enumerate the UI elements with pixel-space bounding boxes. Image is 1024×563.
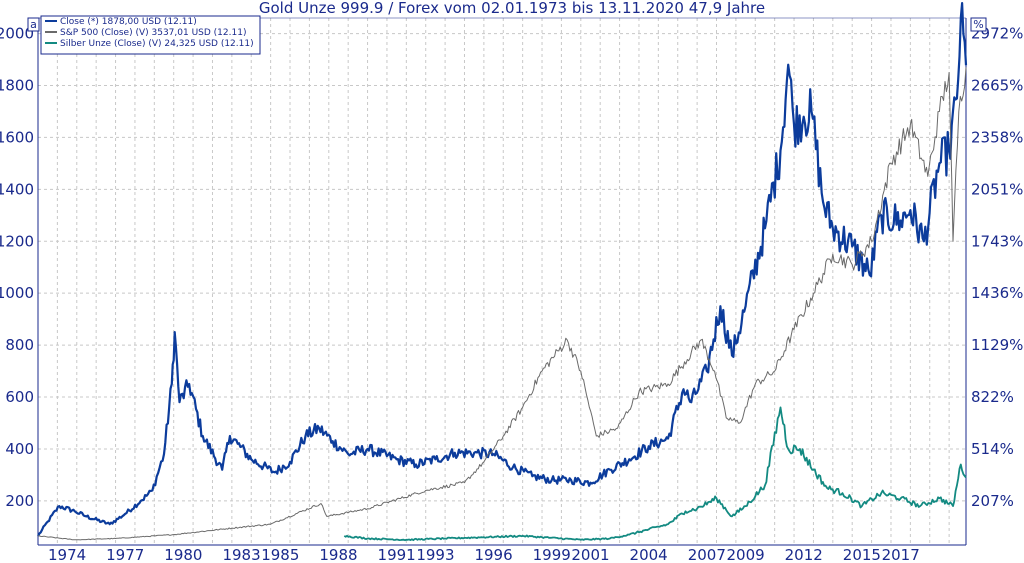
plot-area: [38, 18, 966, 545]
y-tick-label-right: 2051%: [971, 180, 1023, 198]
y-tick-label-left: 1200: [0, 232, 34, 250]
y-tick-label-left: 600: [5, 388, 34, 406]
x-tick-label: 1974: [48, 546, 86, 563]
x-tick-label: 1993: [416, 546, 454, 563]
y-tick-label-right: 822%: [971, 388, 1014, 406]
legend: Close (*) 1878,00 USD (12.11)S&P 500 (Cl…: [40, 15, 261, 55]
grid-lines: [38, 18, 966, 545]
series-line-1: [38, 67, 967, 541]
legend-box: [40, 15, 261, 55]
y-tick-label-right: 2665%: [971, 76, 1023, 94]
x-tick-label: 1983: [222, 546, 260, 563]
x-tick-label: 2015: [843, 546, 881, 563]
x-tick-label: 2004: [630, 546, 668, 563]
x-tick-label: 1991: [378, 546, 416, 563]
series-layer: [37, 2, 968, 542]
y-tick-label-right: 514%: [971, 440, 1014, 458]
x-tick-label: 2007: [688, 546, 726, 563]
y-tick-label-left: 800: [5, 336, 34, 354]
legend-entry: S&P 500 (Close) (V) 3537,01 USD (12.11): [60, 28, 246, 38]
right-axis-label: %: [973, 18, 983, 31]
tick-labels: 200 207% 400 514% 600 822% 800 1129% 1000 1436% 12…: [0, 25, 1023, 563]
left-axis-label: a: [30, 18, 37, 31]
y-tick-label-left: 200: [5, 492, 34, 510]
x-tick-label: 1985: [261, 546, 299, 563]
x-tick-label: 2017: [882, 546, 920, 563]
y-tick-label-left: 1400: [0, 180, 34, 198]
x-tick-label: 1988: [319, 546, 357, 563]
y-tick-label-right: 1129%: [971, 336, 1023, 354]
series-line-0: [37, 2, 968, 537]
y-tick-label-left: 1800: [0, 76, 34, 94]
x-tick-label: 2009: [726, 546, 764, 563]
x-tick-label: 1999: [533, 546, 571, 563]
x-tick-label: 2012: [785, 546, 823, 563]
series-line-2: [343, 406, 967, 542]
left-axis-label-box: [27, 17, 40, 32]
y-tick-label-left: 2000: [0, 25, 34, 43]
x-tick-label: 1996: [474, 546, 512, 563]
y-tick-label-left: 1000: [0, 284, 34, 302]
y-tick-label-right: 1436%: [971, 284, 1023, 302]
legend-entry: Close (*) 1878,00 USD (12.11): [60, 17, 197, 27]
y-tick-label-right: 1743%: [971, 232, 1023, 250]
corner-labels: a %: [27, 17, 987, 32]
axes: [37, 17, 967, 546]
x-tick-label: 1977: [106, 546, 144, 563]
x-tick-label: 2001: [571, 546, 609, 563]
chart-title: Gold Unze 999.9 / Forex vom 02.01.1973 b…: [259, 0, 765, 17]
y-tick-label-right: 2358%: [971, 128, 1023, 146]
legend-entry: Silber Unze (Close) (V) 24,325 USD (12.1…: [60, 39, 254, 49]
y-tick-label-left: 400: [5, 440, 34, 458]
y-tick-label-left: 1600: [0, 128, 34, 146]
x-tick-label: 1980: [164, 546, 202, 563]
right-axis-label-box: [970, 17, 987, 32]
y-tick-label-right: 207%: [971, 492, 1014, 510]
